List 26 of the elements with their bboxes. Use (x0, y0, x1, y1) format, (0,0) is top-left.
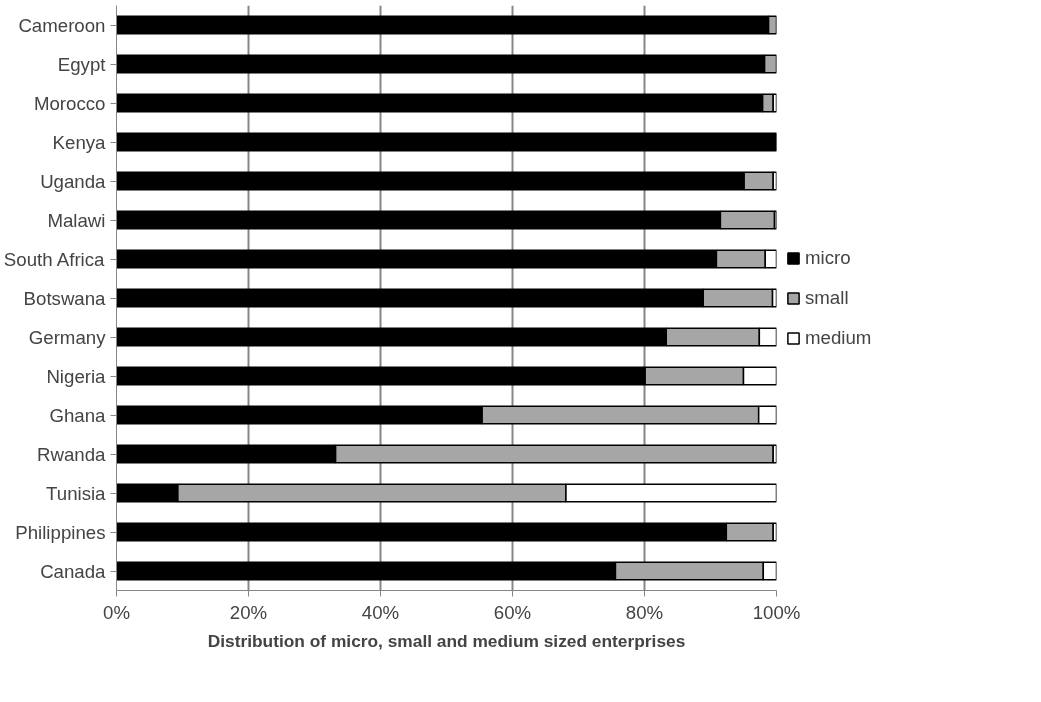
y-tick-label: Kenya (52, 131, 107, 153)
y-tick-label: South Africa (3, 248, 106, 270)
y-tick-label: Cameroon (18, 14, 106, 36)
y-tick-label: Egypt (57, 53, 107, 75)
y-tick-label: Malawi (47, 209, 106, 231)
y-tick-label: Uganda (40, 170, 107, 192)
x-tick-label: 40% (361, 601, 400, 623)
y-tick-label: Botswana (23, 287, 107, 309)
x-axis-title: Distribution of micro, small and medium sized enterprises (207, 630, 686, 651)
y-tick-label: Canada (40, 560, 107, 582)
y-tick-label: Tunisia (46, 482, 107, 504)
x-tick-label: 100% (752, 601, 801, 623)
x-tick-label: 20% (229, 601, 268, 623)
legend-label: small (805, 286, 849, 309)
y-tick-label: Nigeria (46, 365, 107, 387)
y-tick-label: Philippines (15, 521, 106, 543)
legend-label: medium (805, 326, 872, 349)
y-tick-label: Rwanda (37, 443, 107, 465)
y-tick-label: Germany (28, 326, 107, 348)
legend-label: micro (805, 246, 851, 269)
y-tick-label: Ghana (49, 404, 107, 426)
bar (116, 132, 777, 152)
x-tick-label: 60% (493, 601, 532, 623)
x-tick-label: 80% (625, 601, 664, 623)
y-tick-label: Morocco (33, 92, 106, 114)
x-tick-label: 0% (103, 601, 130, 623)
